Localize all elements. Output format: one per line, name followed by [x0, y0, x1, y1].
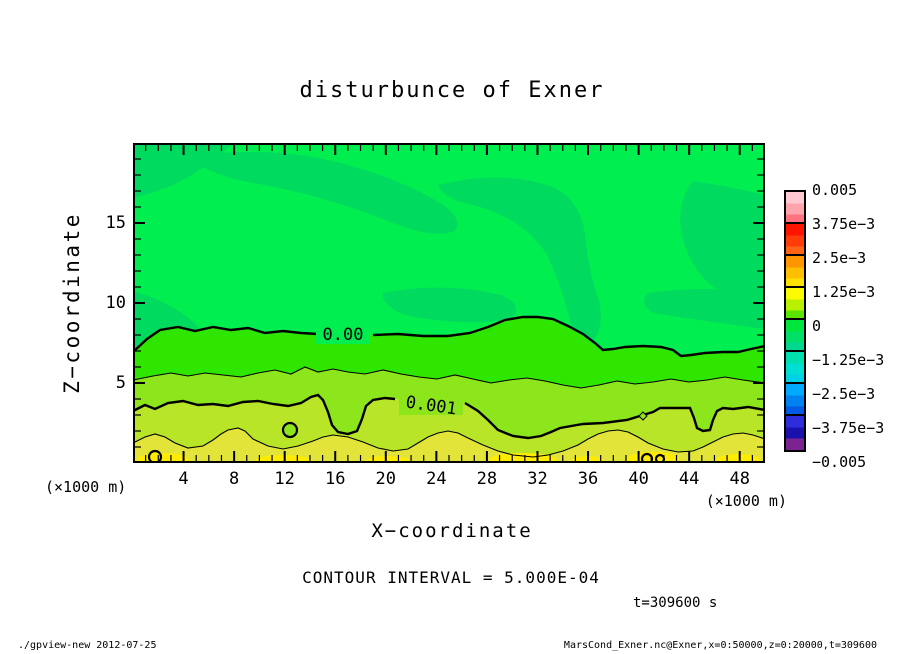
contour-label-bg: [399, 393, 463, 415]
x-tick-label: 32: [527, 469, 548, 489]
colorbar: [784, 190, 806, 462]
colorbar-label: 1.25e−3: [812, 283, 876, 301]
colorbar-label: −1.25e−3: [812, 351, 885, 369]
footer-command-date: ./gpview-new 2012-07-25: [18, 640, 157, 651]
page-title: disturbunce of Exner: [299, 78, 605, 103]
y-axis-unit: (×1000 m): [45, 478, 127, 496]
x-tick-label: 28: [476, 469, 498, 489]
contour-line-1e-3: [133, 393, 765, 440]
x-tick-label: 48: [729, 469, 750, 489]
colorbar-label: 2.5e−3: [812, 249, 867, 267]
x-tick-label: 24: [426, 469, 447, 489]
contour-label-bg: [316, 324, 370, 344]
colorbar-label: 0.005: [812, 181, 858, 199]
x-tick-label: 20: [375, 469, 397, 489]
x-tick-label: 16: [324, 469, 346, 489]
x-axis-unit: (×1000 m): [705, 492, 787, 510]
colorbar-label: −3.75e−3: [812, 419, 885, 437]
x-tick-label: 8: [228, 469, 240, 489]
fill-upper-patches: [133, 143, 765, 363]
plot-frame: [133, 143, 765, 463]
closed-contour-small: [281, 421, 299, 439]
time-annotation: t=309600 s: [633, 595, 718, 611]
y-tick-label: 15: [105, 213, 126, 233]
x-tick-label: 40: [628, 469, 649, 489]
x-axis-label: X−coordinate: [371, 520, 533, 542]
colorbar-label: 3.75e−3: [812, 215, 876, 233]
contour-line-15e-4: [133, 427, 765, 458]
contour-interval-note: CONTOUR INTERVAL = 5.000E-04: [302, 568, 600, 587]
y-tick-label: 5: [115, 373, 126, 393]
footer-file-info: MarsCond_Exner.nc@Exner,x=0:50000,z=0:20…: [563, 640, 877, 651]
x-tick-label: 4: [178, 469, 189, 489]
closed-contour-tiny-diamond: [638, 411, 648, 421]
contour-line-zero: [133, 315, 765, 358]
y-axis-label: Z−coordinate: [60, 212, 84, 394]
y-tick-label: 10: [105, 293, 126, 313]
contour-plot: 0.00 0.001: [133, 143, 765, 463]
x-tick-label: 36: [577, 469, 599, 489]
colorbar-label: 0: [812, 317, 822, 335]
contour-label-zero: 0.00: [323, 325, 364, 345]
colorbar-box: [784, 414, 806, 452]
axis-ticks: [135, 145, 763, 461]
colorbar-label: −2.5e−3: [812, 385, 876, 403]
fill-band-3: [133, 428, 765, 463]
contour-line-5e-4: [133, 366, 765, 389]
colorbar-label: −0.005: [812, 453, 867, 471]
x-tick-label: 12: [274, 469, 295, 489]
x-tick-label: 44: [678, 469, 700, 489]
closed-contour-small: [640, 452, 654, 463]
